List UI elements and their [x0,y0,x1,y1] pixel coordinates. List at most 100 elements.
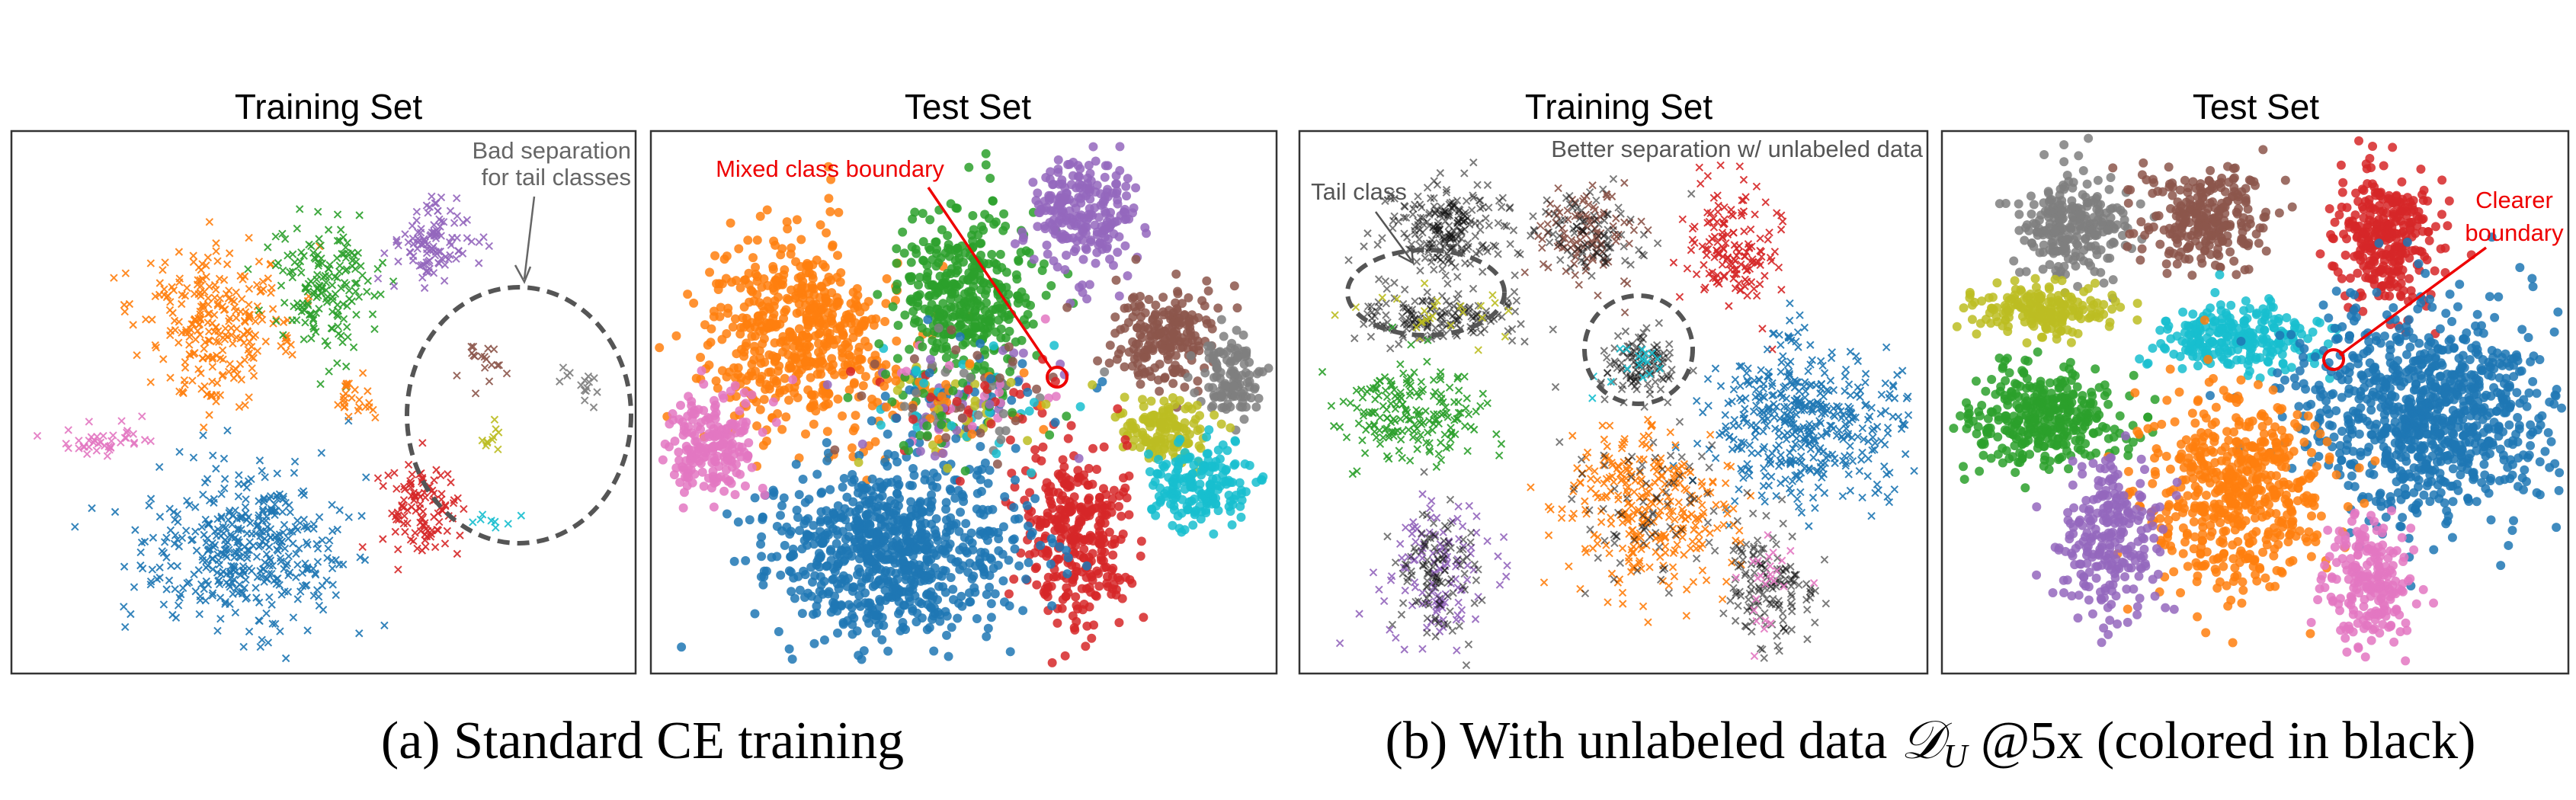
point [236,271,245,280]
point [1008,357,1017,366]
point [915,446,925,456]
point [197,281,205,290]
point [1032,384,1042,394]
point [136,561,145,570]
point [392,515,401,524]
point [1197,470,1206,480]
point [307,334,316,343]
point [816,507,826,517]
point [358,271,367,280]
point [964,162,974,172]
point [822,228,831,238]
point [940,367,950,377]
point [1131,254,1141,264]
point [231,533,239,542]
point [821,400,831,410]
point [485,377,494,386]
point [110,274,118,282]
point [755,346,764,356]
point [921,469,931,479]
point [1081,561,1091,571]
point [589,403,598,411]
point [297,268,306,277]
point [161,258,169,267]
point [309,520,318,529]
point [237,376,245,384]
point [825,206,835,216]
point [379,535,387,543]
point [809,539,819,549]
point [418,439,427,447]
point [343,238,352,247]
point [1064,481,1074,491]
point [1005,435,1015,445]
point [418,521,427,530]
point [1032,580,1042,590]
point [248,364,256,373]
point [912,302,922,312]
point [185,341,194,349]
point [880,457,890,467]
point [243,554,252,562]
point [394,565,402,574]
point [946,269,956,279]
point [1014,256,1024,266]
point [1014,561,1024,571]
point [484,344,492,353]
point [1190,388,1200,398]
point [986,419,996,429]
point [255,456,264,465]
point [758,513,767,523]
point [998,549,1008,559]
point [142,315,150,324]
point [773,366,783,376]
point [988,563,998,573]
point [181,526,191,535]
point [1070,625,1080,635]
point [735,406,745,416]
point [952,203,962,213]
point [929,646,939,656]
point [225,286,233,295]
point [471,389,480,398]
point [922,430,932,440]
point [1159,396,1169,406]
point [854,328,863,338]
point [792,215,802,225]
point [1062,411,1072,421]
point [1001,267,1011,277]
point [1043,249,1053,259]
point [933,536,943,546]
point [175,542,184,551]
point [804,494,814,504]
point [340,398,349,408]
point [1209,529,1219,539]
point [421,542,430,551]
point [906,258,916,267]
point [789,573,799,583]
point [1160,444,1170,454]
point [1136,443,1145,453]
point [284,587,293,597]
point [318,536,326,545]
point [879,535,889,545]
point [925,215,935,225]
point [1149,410,1158,420]
point [309,591,319,600]
point [267,259,275,268]
point [768,264,778,274]
point [1124,471,1134,481]
point [1062,583,1072,593]
point [995,426,1004,436]
point [745,515,755,525]
point [906,512,916,522]
point [739,351,749,361]
point [812,469,822,479]
point [1053,155,1063,165]
point [258,277,268,286]
point [908,414,918,424]
point [199,302,208,311]
point [1053,618,1062,628]
point [590,374,598,382]
point [155,563,164,571]
